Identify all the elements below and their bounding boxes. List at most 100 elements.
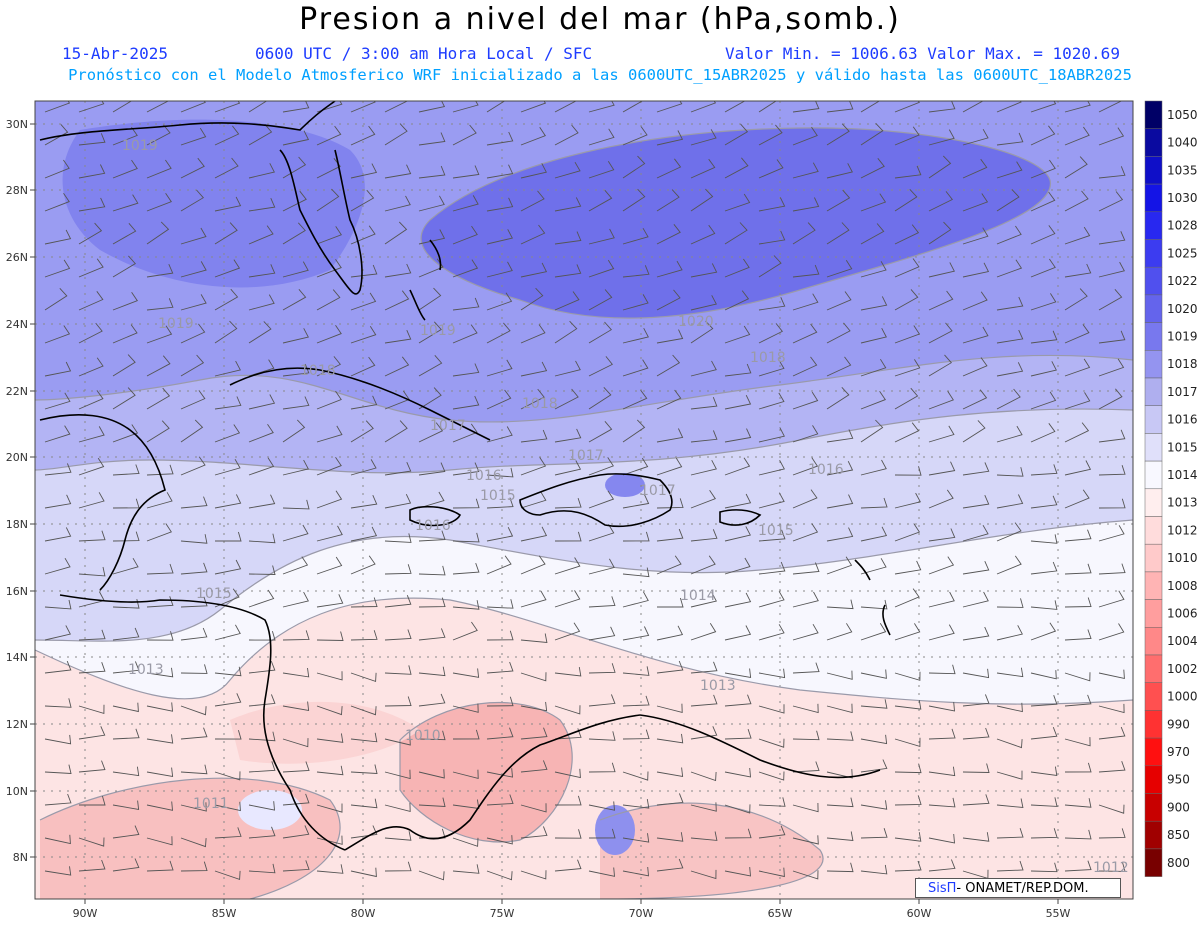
colorbar-swatch bbox=[1144, 710, 1163, 739]
colorbar-label: 1050 bbox=[1167, 108, 1198, 122]
wind-barb bbox=[146, 767, 174, 777]
wind-barb bbox=[1098, 330, 1126, 344]
wind-barb bbox=[826, 291, 852, 311]
wind-barb bbox=[316, 525, 343, 542]
colorbar-label: 1020 bbox=[1167, 302, 1198, 316]
colorbar-label: 900 bbox=[1167, 800, 1190, 814]
wind-barb bbox=[418, 730, 446, 741]
wind-barb bbox=[996, 798, 1024, 809]
lon-label: 65W bbox=[768, 907, 793, 920]
wind-barb bbox=[996, 259, 1023, 278]
wind-barb bbox=[384, 494, 412, 509]
colorbar-label: 1000 bbox=[1167, 690, 1198, 704]
wind-barb bbox=[1064, 156, 1088, 179]
colorbar-swatch bbox=[1144, 322, 1163, 351]
lat-label: 20N bbox=[6, 451, 28, 464]
colorbar-swatch bbox=[1144, 488, 1163, 517]
colorbar-swatch bbox=[1144, 793, 1163, 822]
wind-barb bbox=[996, 329, 1024, 344]
wind-barb bbox=[962, 389, 988, 410]
wind-barb bbox=[690, 831, 718, 841]
wind-barb bbox=[1098, 669, 1125, 679]
wind-barb bbox=[1030, 191, 1056, 212]
wind-barb bbox=[180, 562, 208, 575]
wind-barb bbox=[350, 101, 376, 113]
wind-barb bbox=[996, 388, 1021, 410]
wind-barb bbox=[554, 590, 581, 608]
wind-barb bbox=[962, 462, 990, 476]
wind-barb bbox=[962, 794, 990, 806]
wind-barb bbox=[44, 159, 70, 179]
colorbar-label: 1010 bbox=[1167, 551, 1198, 565]
wind-barb bbox=[384, 769, 411, 780]
wind-barb bbox=[826, 163, 853, 179]
wind-barb bbox=[860, 800, 888, 810]
colorbar-swatch bbox=[1144, 433, 1163, 462]
wind-barb bbox=[520, 457, 547, 476]
wind-barb bbox=[214, 424, 241, 443]
wind-barb bbox=[44, 287, 68, 311]
wind-barb bbox=[1064, 798, 1092, 808]
wind-barb bbox=[1064, 737, 1091, 747]
wind-barb bbox=[180, 419, 204, 443]
coastlines bbox=[39, 101, 891, 851]
wind-barb bbox=[316, 631, 344, 641]
wind-barb bbox=[622, 188, 646, 212]
wind-barb bbox=[112, 557, 139, 575]
colorbar-swatch bbox=[1144, 405, 1163, 434]
wind-barb bbox=[112, 464, 140, 476]
wind-barb bbox=[1064, 190, 1089, 212]
wind-barb bbox=[520, 190, 545, 212]
wind-barb bbox=[962, 262, 990, 278]
wind-barb bbox=[690, 869, 717, 880]
wind-barb bbox=[1030, 391, 1057, 410]
wind-barb bbox=[180, 227, 207, 245]
wind-barb bbox=[996, 296, 1024, 311]
wind-barb bbox=[180, 390, 206, 410]
wind-barb bbox=[146, 523, 172, 542]
wind-barb bbox=[758, 704, 785, 714]
wind-barb bbox=[622, 155, 646, 179]
wind-barb bbox=[724, 193, 751, 212]
wind-barb bbox=[214, 801, 241, 812]
wind-barb bbox=[962, 101, 984, 113]
wind-barb bbox=[520, 727, 548, 740]
wind-barb bbox=[418, 462, 446, 476]
wind-barb bbox=[860, 296, 888, 311]
wind-barb bbox=[656, 703, 683, 713]
colorbar-swatch bbox=[1144, 820, 1163, 850]
wind-barb bbox=[656, 158, 682, 179]
wind-barb bbox=[418, 258, 444, 278]
wind-barb bbox=[894, 492, 921, 509]
wind-barb bbox=[384, 736, 411, 746]
colorbar-label: 1022 bbox=[1167, 274, 1198, 288]
wind-barb bbox=[214, 494, 242, 509]
wind-barb bbox=[452, 297, 480, 311]
wind-barb bbox=[1064, 263, 1092, 278]
wind-barb bbox=[78, 566, 106, 577]
wind-barb bbox=[520, 672, 547, 682]
wind-barb bbox=[146, 193, 172, 212]
wind-barb bbox=[214, 729, 242, 740]
wind-barb bbox=[316, 324, 342, 344]
wind-barb bbox=[622, 591, 649, 608]
wind-barb bbox=[520, 429, 548, 443]
wind-barb bbox=[1098, 261, 1125, 278]
colorbar-label: 990 bbox=[1167, 717, 1190, 731]
wind-barb bbox=[758, 427, 785, 443]
wind-barb bbox=[860, 122, 884, 146]
wind-barb bbox=[962, 158, 988, 179]
wind-barb bbox=[724, 694, 752, 707]
wind-barb bbox=[690, 555, 716, 575]
colorbar-swatch bbox=[1144, 516, 1163, 545]
wind-barb bbox=[350, 672, 377, 683]
wind-barb bbox=[112, 766, 140, 777]
wind-barb bbox=[724, 101, 746, 113]
wind-barb bbox=[418, 491, 445, 509]
wind-barb bbox=[282, 701, 310, 711]
wind-barb bbox=[146, 101, 170, 113]
wind-barb bbox=[112, 194, 139, 212]
wind-barb bbox=[657, 597, 684, 608]
wind-barb bbox=[1030, 159, 1056, 179]
wind-barb bbox=[554, 388, 579, 410]
